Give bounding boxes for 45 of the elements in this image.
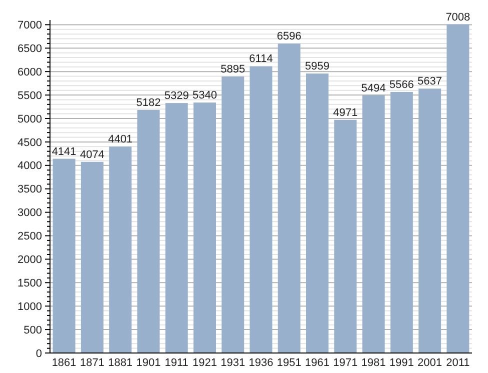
data-label: 5895 xyxy=(220,64,246,76)
y-tick-label: 1500 xyxy=(18,278,42,290)
data-label: 4141 xyxy=(52,146,76,158)
x-tick-label: 1961 xyxy=(305,357,330,369)
data-label: 5494 xyxy=(361,82,386,94)
x-tick-label: 1971 xyxy=(333,357,358,369)
data-label: 5340 xyxy=(192,90,217,102)
y-tick-label: 5000 xyxy=(18,113,42,126)
y-tick-label: 4000 xyxy=(18,160,42,172)
y-tick-label: 6000 xyxy=(18,66,42,78)
y-tick-label: 500 xyxy=(24,324,42,336)
x-tick-label: 1951 xyxy=(276,357,302,369)
x-tick-label: 1936 xyxy=(248,357,274,369)
x-tick-label: 1871 xyxy=(80,357,104,369)
data-label: 5959 xyxy=(305,60,330,73)
y-tick-label: 7000 xyxy=(18,20,42,32)
y-tick-label: 5500 xyxy=(18,90,42,102)
y-tick-label: 0 xyxy=(36,348,42,360)
x-tick-label: 1901 xyxy=(136,357,161,369)
y-tick-label: 3500 xyxy=(18,184,42,196)
data-label: 5329 xyxy=(164,90,189,102)
y-tick-label: 2000 xyxy=(18,254,42,266)
x-tick-label: 1861 xyxy=(52,357,76,369)
x-tick-label: 1991 xyxy=(389,357,414,369)
data-label: 4401 xyxy=(108,134,133,146)
data-label: 5182 xyxy=(136,96,161,109)
data-label: 7008 xyxy=(446,11,470,24)
y-tick-label: 2500 xyxy=(18,230,42,243)
data-label: 6114 xyxy=(249,53,273,66)
x-tick-label: 1981 xyxy=(361,357,386,369)
y-tick-label: 6500 xyxy=(18,42,42,55)
x-tick-label: 2001 xyxy=(418,357,442,369)
x-tick-label: 1881 xyxy=(108,357,133,369)
x-tick-label: 1911 xyxy=(164,357,188,369)
data-label: 4971 xyxy=(333,106,358,119)
y-tick-label: 1000 xyxy=(18,300,42,313)
y-tick-label: 3000 xyxy=(18,207,42,220)
x-tick-label: 1931 xyxy=(220,357,246,369)
data-label: 4074 xyxy=(80,148,104,161)
data-label: 5637 xyxy=(418,76,442,88)
x-tick-label: 1921 xyxy=(192,357,217,369)
data-label: 6596 xyxy=(276,30,302,43)
data-label: 5566 xyxy=(389,78,414,91)
y-tick-label: 4500 xyxy=(18,136,42,149)
x-tick-label: 2011 xyxy=(446,357,470,369)
